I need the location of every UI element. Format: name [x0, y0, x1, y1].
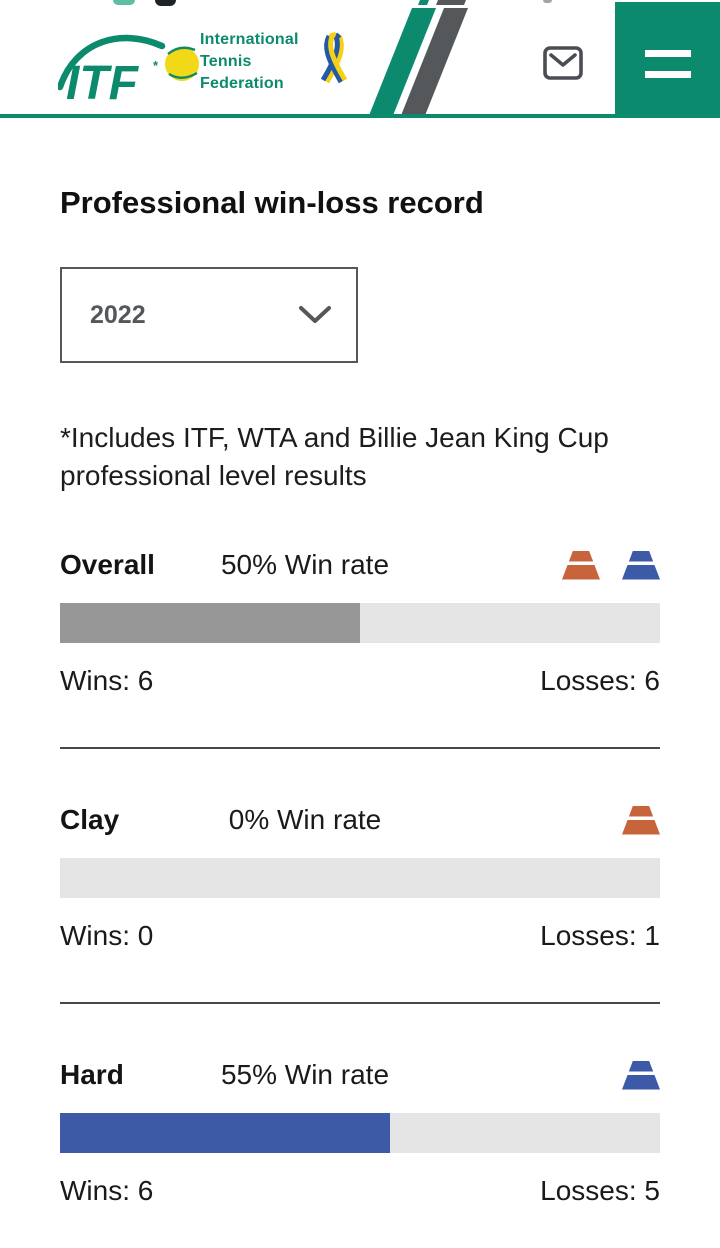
- win-loss-records: Overall 50% Win rate Wins: 6 Losses: 6 C…: [60, 545, 660, 1208]
- results-note: *Includes ITF, WTA and Billie Jean King …: [60, 422, 609, 491]
- wins-losses-row: Wins: 0 Losses: 1: [60, 919, 660, 953]
- itf-logo-mark: ITF *: [58, 34, 199, 110]
- section-hard: Hard 55% Win rate Wins: 6 Losses: 5: [60, 1055, 660, 1208]
- page-title: Professional win-loss record: [60, 185, 484, 220]
- losses-label: Losses: 6: [540, 665, 660, 696]
- win-rate-label: 0% Win rate: [228, 804, 382, 835]
- losses-label: Losses: 1: [540, 920, 660, 951]
- surface-icons: [562, 550, 660, 580]
- year-select-value: 2022: [90, 300, 146, 329]
- section-clay: Clay 0% Win rate Wins: 0 Losses: 1: [60, 800, 660, 1004]
- wins-losses-row: Wins: 6 Losses: 6: [60, 664, 660, 698]
- menu-button[interactable]: [615, 2, 720, 118]
- tennis-ball-icon: [165, 47, 199, 81]
- section-head: Hard 55% Win rate: [60, 1055, 660, 1095]
- brand-diagonal-stripes: [368, 0, 468, 118]
- section-overall: Overall 50% Win rate Wins: 6 Losses: 6: [60, 545, 660, 749]
- wins-label: Wins: 6: [60, 1175, 154, 1206]
- logo-wordmark-line: International: [200, 31, 299, 48]
- logo-itf-letters: ITF: [66, 57, 140, 110]
- scrolled-icon-fragment: [543, 0, 552, 3]
- ball-seam: [168, 71, 198, 79]
- clay-court-icon: [562, 550, 600, 580]
- section-head: Clay 0% Win rate: [60, 800, 660, 840]
- header-divider: [0, 114, 720, 118]
- hard-court-icon: [622, 1060, 660, 1090]
- mail-icon: [543, 46, 583, 80]
- ball-seam: [167, 46, 196, 55]
- section-head: Overall 50% Win rate: [60, 545, 660, 585]
- win-rate-label: 50% Win rate: [220, 549, 390, 580]
- losses-label: Losses: 5: [540, 1175, 660, 1206]
- logo-wordmark-line: Tennis: [200, 53, 252, 70]
- win-loss-bar: [60, 603, 660, 643]
- wins-label: Wins: 0: [60, 920, 154, 951]
- surface-icons: [622, 805, 660, 835]
- site-header: ITF * International Tennis Federation: [0, 0, 720, 118]
- section-divider: [60, 747, 660, 749]
- scrolled-icon-fragment: [113, 0, 135, 5]
- surface-label: Overall: [60, 549, 155, 580]
- year-select[interactable]: 2022: [60, 267, 358, 363]
- win-loss-bar: [60, 858, 660, 898]
- itf-logo[interactable]: ITF * International Tennis Federation: [58, 26, 328, 110]
- main-content: Professional win-loss record 2022 *Inclu…: [0, 185, 720, 1208]
- section-divider: [60, 1002, 660, 1004]
- win-rate-bar-fill: [60, 603, 360, 643]
- wins-label: Wins: 6: [60, 665, 154, 696]
- win-rate-label: 55% Win rate: [220, 1059, 390, 1090]
- win-rate-bar-fill: [60, 1113, 390, 1153]
- logo-wordmark-line: Federation: [200, 75, 284, 92]
- logo-trademark: *: [153, 58, 159, 73]
- menu-icon: [645, 71, 691, 78]
- chevron-down-icon: [299, 306, 331, 323]
- mail-button[interactable]: [543, 46, 583, 80]
- hard-court-icon: [622, 550, 660, 580]
- logo-arc: [58, 34, 166, 91]
- wins-losses-row: Wins: 6 Losses: 5: [60, 1174, 660, 1208]
- surface-label: Hard: [60, 1059, 124, 1090]
- scrolled-icon-fragment: [155, 0, 176, 6]
- logo-wordmark: International Tennis Federation: [200, 29, 299, 95]
- ukraine-ribbon-icon: [320, 32, 348, 84]
- surface-icons: [622, 1060, 660, 1090]
- win-loss-bar: [60, 1113, 660, 1153]
- clay-court-icon: [622, 805, 660, 835]
- surface-label: Clay: [60, 804, 120, 835]
- menu-icon: [645, 50, 691, 57]
